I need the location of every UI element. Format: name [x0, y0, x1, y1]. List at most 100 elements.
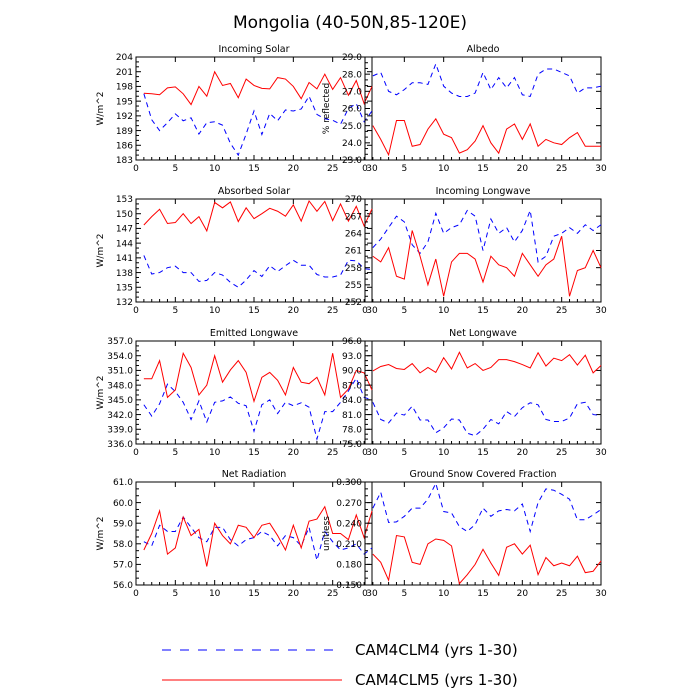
y-axis-label: W/m^2 [96, 234, 106, 268]
x-tick-label: 15 [477, 448, 488, 458]
y-tick-label: 57.0 [113, 561, 133, 571]
x-tick-label: 30 [366, 306, 378, 316]
x-tick-label: 5 [401, 448, 407, 458]
y-tick-label: 198 [116, 83, 133, 93]
legend-label-cam4clm5: CAM4CLM5 (yrs 1-30) [355, 671, 518, 689]
panel-incoming-longwave: Incoming Longwave 252 255 258 261 264 267 270 0 5… [345, 186, 607, 316]
y-axis-label: W/m^2 [96, 517, 106, 551]
legend: CAM4CLM4 (yrs 1-30) CAM4CLM5 (yrs 1-30) [162, 641, 518, 689]
x-tick-label: 30 [595, 448, 607, 458]
x-tick-label: 25 [556, 448, 567, 458]
x-tick-label: 15 [477, 589, 488, 599]
series-line-cam4clm5-yrs-1-30 [372, 117, 601, 157]
x-tick-label: 25 [327, 164, 338, 174]
y-tick-label: 0.240 [336, 519, 362, 529]
x-tick-label: 20 [288, 448, 300, 458]
x-tick-label: 0 [362, 164, 368, 174]
x-tick-label: 5 [401, 164, 407, 174]
plot-frame [364, 481, 602, 586]
series-line-cam4clm4-yrs-1-30 [143, 516, 373, 561]
y-tick-label: 93.0 [342, 352, 362, 362]
y-tick-label: 252 [345, 298, 362, 308]
series-line-cam4clm4-yrs-1-30 [143, 255, 373, 288]
y-tick-label: 81.0 [342, 411, 362, 421]
x-tick-label: 10 [438, 306, 450, 316]
panel-title: Incoming Solar [218, 44, 289, 55]
legend-label-cam4clm4: CAM4CLM4 (yrs 1-30) [355, 641, 518, 659]
x-tick-label: 10 [438, 448, 450, 458]
y-tick-label: 261 [345, 247, 362, 257]
panel-net-longwave: Net Longwave 75.0 78.0 81.0 84.0 87.0 90.0 93.0… [342, 328, 607, 458]
series-line-cam4clm4-yrs-1-30 [372, 481, 602, 534]
panel-net-radiation: Net Radiation 56.0 57.0 58.0 59.0 60.0 61.0 0 5 1… [96, 469, 378, 599]
panel-title: Net Longwave [449, 328, 517, 339]
y-tick-label: 0.180 [336, 561, 362, 571]
y-tick-label: 195 [116, 97, 133, 107]
x-tick-label: 30 [595, 306, 607, 316]
y-tick-label: 0.270 [336, 499, 362, 509]
series-line-cam4clm4-yrs-1-30 [372, 208, 602, 263]
x-tick-label: 30 [366, 448, 378, 458]
y-axis-label: W/m^2 [96, 92, 106, 126]
y-tick-label: 24.0 [342, 139, 362, 149]
x-tick-label: 20 [517, 164, 529, 174]
y-tick-label: 147 [116, 225, 133, 235]
x-tick-label: 20 [288, 589, 300, 599]
figure-title: Mongolia (40-50N,85-120E) [233, 13, 467, 33]
series-line-cam4clm4-yrs-1-30 [372, 401, 602, 437]
y-tick-label: 59.0 [113, 519, 133, 529]
y-tick-label: 357.0 [107, 337, 133, 347]
y-tick-label: 336.0 [107, 440, 133, 450]
plot-frame [135, 340, 373, 445]
x-tick-label: 5 [172, 306, 178, 316]
panel-title: Emitted Longwave [210, 328, 298, 339]
y-tick-label: 29.0 [342, 53, 362, 63]
x-tick-label: 10 [438, 589, 450, 599]
y-tick-label: 204 [116, 53, 133, 63]
plot-frame [364, 56, 602, 161]
x-tick-label: 10 [209, 306, 221, 316]
x-tick-label: 5 [172, 589, 178, 599]
panel-emitted-longwave: Emitted Longwave 336.0 339.0 342.0 345.0 348.… [96, 328, 378, 458]
x-tick-label: 20 [288, 164, 300, 174]
panel-title: Incoming Longwave [436, 186, 531, 197]
x-tick-label: 20 [517, 306, 529, 316]
y-tick-label: 26.0 [342, 105, 362, 115]
series-line-cam4clm5-yrs-1-30 [372, 230, 602, 297]
series-line-cam4clm5-yrs-1-30 [143, 70, 373, 106]
y-tick-label: 201 [116, 68, 133, 78]
x-tick-label: 10 [209, 589, 221, 599]
plot-frame [135, 56, 373, 161]
x-tick-label: 5 [401, 306, 407, 316]
series-line-cam4clm4-yrs-1-30 [143, 93, 373, 157]
y-tick-label: 339.0 [107, 425, 133, 435]
x-tick-label: 25 [327, 306, 338, 316]
series-line-cam4clm4-yrs-1-30 [143, 377, 373, 442]
y-tick-label: 0.210 [336, 540, 362, 550]
x-tick-label: 30 [366, 589, 378, 599]
x-tick-label: 15 [248, 306, 259, 316]
x-tick-label: 25 [327, 448, 338, 458]
panel-incoming-solar: Incoming Solar 183 186 189 192 195 198 201 204 0 5… [96, 44, 378, 174]
x-tick-label: 15 [248, 448, 259, 458]
x-tick-label: 0 [133, 164, 139, 174]
x-tick-label: 0 [133, 448, 139, 458]
x-tick-label: 30 [595, 164, 607, 174]
y-tick-label: 75.0 [342, 440, 362, 450]
y-tick-label: 144 [116, 239, 133, 249]
y-tick-label: 0.150 [336, 581, 362, 591]
y-tick-label: 138 [116, 269, 133, 279]
x-tick-label: 30 [366, 164, 378, 174]
panel-albedo: Albedo 23.0 24.0 25.0 26.0 27.0 28.0 29.0 0 5 10 15… [322, 44, 607, 174]
x-tick-label: 15 [477, 306, 488, 316]
x-tick-label: 20 [288, 306, 300, 316]
series-line-cam4clm5-yrs-1-30 [143, 505, 373, 567]
y-tick-label: 60.0 [113, 499, 133, 509]
panel-title: Albedo [467, 44, 500, 55]
series-line-cam4clm5-yrs-1-30 [372, 534, 602, 585]
y-tick-label: 78.0 [342, 425, 362, 435]
y-tick-label: 342.0 [107, 411, 133, 421]
y-tick-label: 84.0 [342, 396, 362, 406]
y-tick-label: 153 [116, 195, 133, 205]
